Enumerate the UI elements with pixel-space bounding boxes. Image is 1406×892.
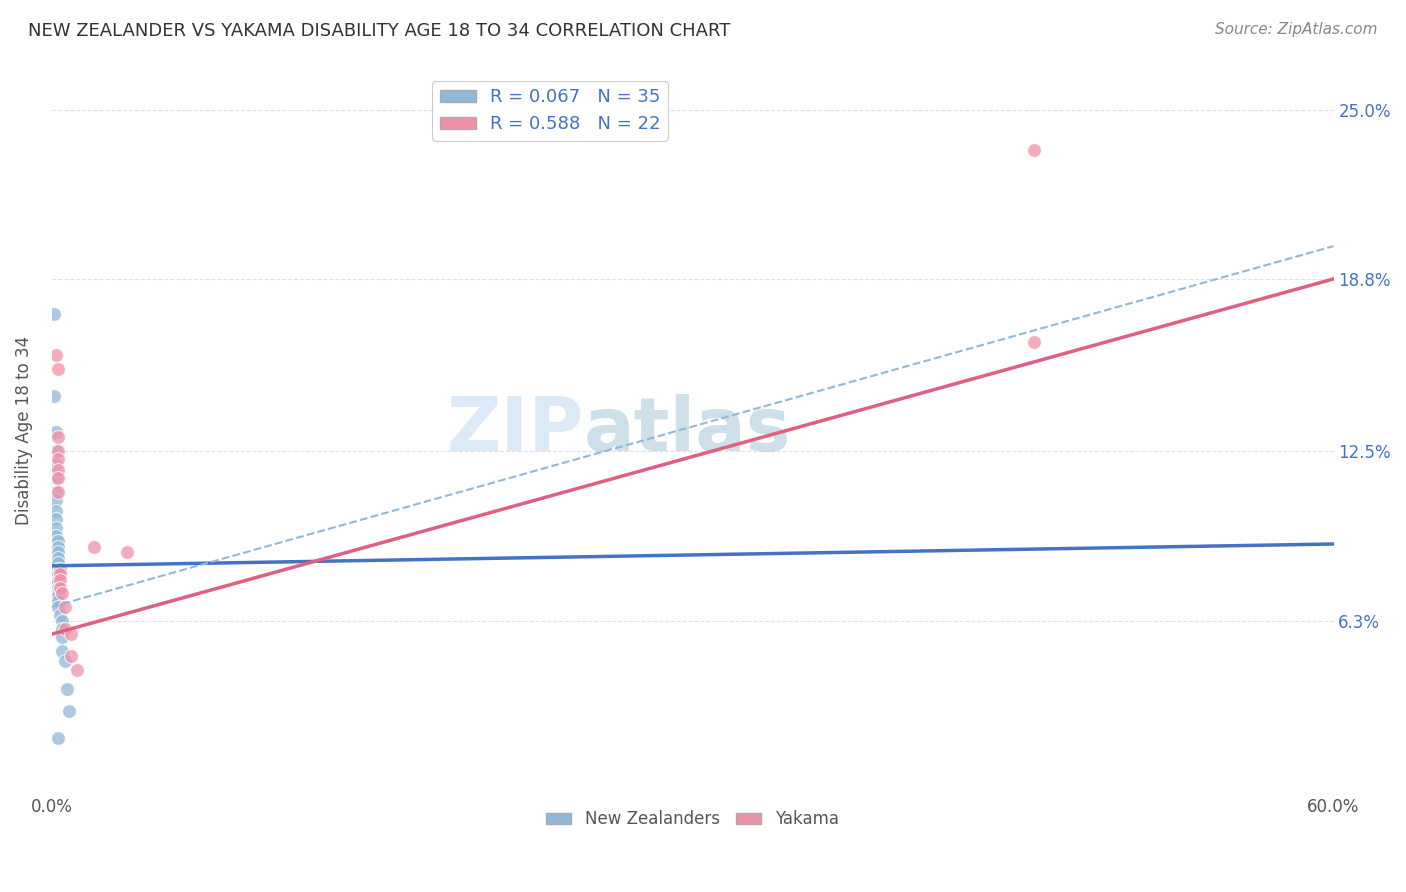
Point — [46, 444, 69, 458]
Point — [46, 586, 69, 600]
Point — [45, 520, 67, 534]
Point — [46, 540, 69, 554]
Point — [46, 550, 69, 565]
Point — [51, 643, 73, 657]
Point — [53, 622, 76, 636]
Text: atlas: atlas — [583, 394, 792, 467]
Point — [59, 648, 82, 663]
Point — [42, 308, 65, 322]
Point — [46, 485, 69, 500]
Point — [58, 704, 80, 718]
Point — [46, 567, 69, 582]
Point — [49, 573, 72, 587]
Point — [83, 540, 105, 554]
Point — [46, 545, 69, 559]
Point — [46, 471, 69, 485]
Point — [51, 630, 73, 644]
Y-axis label: Disability Age 18 to 34: Disability Age 18 to 34 — [15, 336, 32, 525]
Point — [46, 594, 69, 608]
Point — [53, 655, 76, 669]
Point — [46, 731, 69, 745]
Point — [51, 586, 73, 600]
Point — [45, 444, 67, 458]
Point — [46, 556, 69, 570]
Point — [51, 622, 73, 636]
Text: ZIP: ZIP — [447, 394, 583, 467]
Point — [49, 608, 72, 623]
Point — [1024, 144, 1046, 158]
Point — [49, 561, 72, 575]
Point — [66, 663, 89, 677]
Point — [45, 529, 67, 543]
Point — [1024, 334, 1046, 349]
Point — [46, 430, 69, 444]
Point — [59, 627, 82, 641]
Point — [46, 589, 69, 603]
Point — [115, 545, 138, 559]
Point — [46, 573, 69, 587]
Point — [46, 534, 69, 549]
Point — [49, 581, 72, 595]
Point — [45, 458, 67, 472]
Point — [46, 561, 69, 575]
Point — [45, 504, 67, 518]
Point — [42, 389, 65, 403]
Point — [46, 362, 69, 376]
Point — [45, 493, 67, 508]
Point — [55, 681, 77, 696]
Text: Source: ZipAtlas.com: Source: ZipAtlas.com — [1215, 22, 1378, 37]
Point — [46, 599, 69, 614]
Point — [51, 614, 73, 628]
Point — [45, 471, 67, 485]
Point — [49, 567, 72, 582]
Point — [46, 581, 69, 595]
Point — [45, 512, 67, 526]
Point — [45, 348, 67, 362]
Point — [53, 599, 76, 614]
Point — [45, 485, 67, 500]
Text: NEW ZEALANDER VS YAKAMA DISABILITY AGE 18 TO 34 CORRELATION CHART: NEW ZEALANDER VS YAKAMA DISABILITY AGE 1… — [28, 22, 731, 40]
Legend: New Zealanders, Yakama: New Zealanders, Yakama — [540, 804, 845, 835]
Point — [45, 425, 67, 439]
Point — [46, 452, 69, 467]
Point — [46, 575, 69, 590]
Point — [46, 463, 69, 477]
